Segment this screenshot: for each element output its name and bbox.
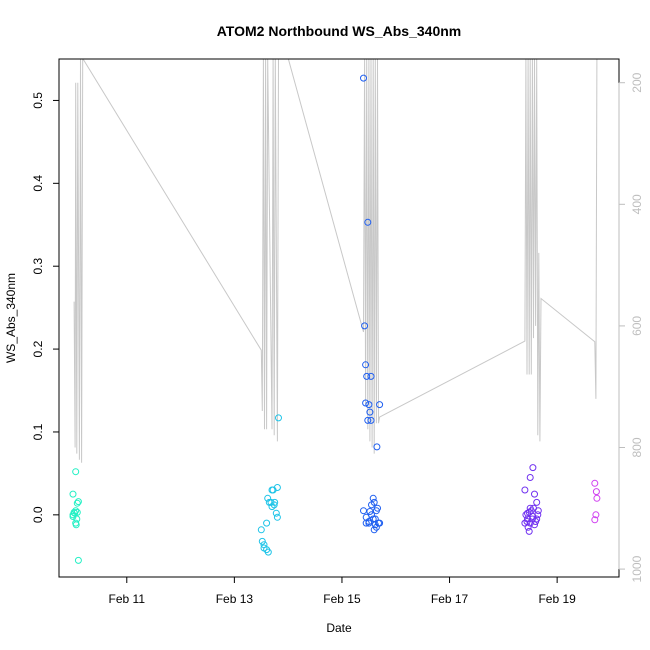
data-point: [529, 464, 537, 472]
data-point: [592, 511, 600, 519]
chart-title: ATOM2 Northbound WS_Abs_340nm: [217, 23, 462, 39]
x-axis-label: Date: [326, 621, 352, 635]
data-point: [368, 511, 375, 519]
y2-tick-label: 1000: [630, 555, 644, 582]
data-point: [533, 498, 541, 506]
y-tick-label: 0.1: [31, 423, 45, 440]
data-point: [270, 501, 278, 509]
data-point: [69, 490, 77, 498]
data-point: [525, 527, 533, 535]
y2-tick-label: 600: [630, 316, 644, 336]
data-point: [264, 548, 272, 556]
data-point: [257, 526, 265, 534]
y-tick-label: 0.2: [31, 340, 45, 357]
data-point: [71, 509, 79, 517]
data-point: [361, 322, 369, 330]
y-axis: 0.0 0.1 0.2 0.3 0.4 0.5: [31, 92, 59, 523]
data-point: [368, 501, 375, 509]
data-point: [264, 494, 272, 502]
data-point: [524, 523, 532, 531]
data-point: [521, 486, 529, 494]
data-point: [591, 516, 599, 524]
data-point: [362, 361, 370, 369]
y-tick-label: 0.4: [31, 175, 45, 192]
data-point: [530, 504, 537, 512]
data-point: [524, 509, 531, 517]
data-point: [73, 515, 81, 523]
data-point: [275, 414, 282, 422]
data-point: [272, 509, 280, 517]
secondary-line: [73, 59, 598, 463]
data-point: [363, 372, 371, 380]
data-point: [367, 372, 375, 380]
data-point: [273, 513, 281, 521]
y-tick-label: 0.3: [31, 258, 45, 275]
data-point: [263, 519, 271, 527]
data-point: [373, 443, 381, 451]
data-point: [526, 474, 534, 481]
y-tick-label: 0.0: [31, 506, 45, 523]
x-tick-label: Feb 15: [323, 592, 361, 606]
x-axis: Feb 11 Feb 13 Feb 15 Feb 17 Feb 19: [109, 577, 576, 606]
data-point: [376, 401, 384, 409]
data-point: [367, 416, 375, 424]
data-point: [364, 416, 372, 424]
data-point: [360, 74, 367, 82]
data-point: [529, 513, 537, 520]
data-point: [365, 401, 373, 409]
y2-tick-label: 200: [630, 72, 644, 92]
data-point: [72, 468, 80, 476]
data-point: [362, 399, 370, 407]
data-point: [362, 519, 370, 527]
data-point: [273, 484, 281, 491]
x-tick-label: Feb 13: [216, 592, 254, 606]
data-point: [593, 494, 601, 502]
data-point: [74, 498, 82, 506]
points-layer: [69, 74, 601, 564]
y2-tick-label: 800: [630, 437, 644, 457]
data-point: [268, 503, 276, 511]
data-point: [74, 556, 82, 564]
y-axis-right: 200 400 600 800 1000: [618, 72, 644, 582]
y-tick-label: 0.5: [31, 92, 45, 109]
x-tick-label: Feb 19: [538, 592, 576, 606]
data-point: [531, 521, 538, 529]
data-point: [73, 499, 81, 507]
x-tick-label: Feb 11: [109, 592, 146, 606]
secondary-line-layer: [73, 59, 598, 463]
data-point: [260, 541, 268, 549]
data-point: [360, 507, 367, 515]
data-point: [371, 521, 379, 529]
data-point: [534, 511, 542, 519]
data-point: [366, 408, 374, 416]
data-point: [591, 479, 599, 487]
data-point: [376, 519, 384, 527]
data-point: [369, 494, 377, 502]
data-point: [258, 537, 266, 545]
data-point: [366, 508, 374, 515]
y2-tick-label: 400: [630, 194, 644, 214]
y-axis-label: WS_Abs_340nm: [4, 273, 18, 363]
data-point: [374, 504, 381, 512]
data-point: [531, 490, 538, 498]
data-point: [592, 488, 600, 496]
x-tick-label: Feb 17: [431, 592, 469, 606]
data-point: [364, 218, 372, 226]
